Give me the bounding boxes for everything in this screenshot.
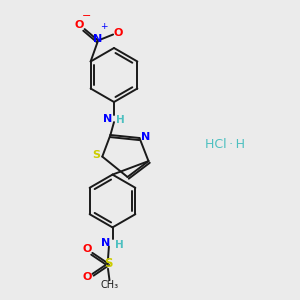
Text: O: O [74,20,84,30]
Text: S: S [104,257,112,270]
Text: H: H [116,115,125,125]
Text: HCl · H: HCl · H [205,137,245,151]
Text: N: N [142,132,151,142]
Text: CH₃: CH₃ [100,280,118,290]
Text: +: + [100,22,107,31]
Text: O: O [82,244,92,254]
Text: N: N [101,238,110,248]
Text: O: O [82,272,92,283]
Text: H: H [115,239,124,250]
Text: −: − [82,11,92,22]
Text: N: N [103,113,112,124]
Text: S: S [92,150,100,160]
Text: N: N [94,34,103,44]
Text: O: O [114,28,123,38]
